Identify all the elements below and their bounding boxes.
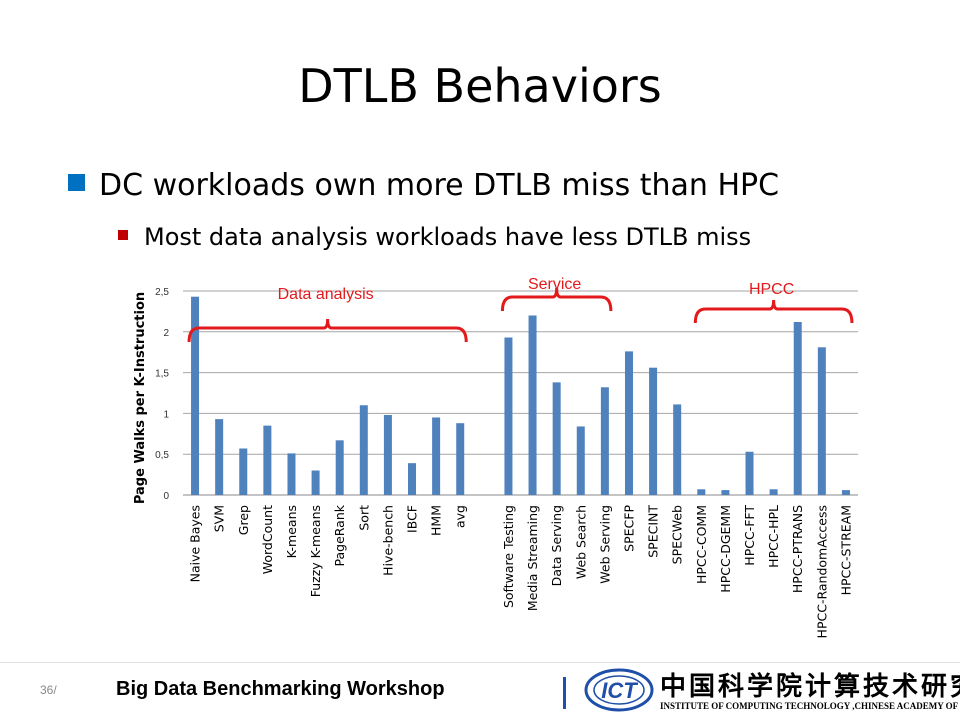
x-tick-label: SPECFP — [621, 505, 636, 552]
x-tick-label: K-means — [284, 505, 299, 558]
org-name-chinese: 中国科学院计算技术研究所 — [660, 672, 960, 702]
bullet-main: DC workloads own more DTLB miss than HPC — [68, 168, 779, 204]
bar — [504, 337, 513, 495]
x-tick-label: HPCC-RandomAccess — [814, 505, 829, 638]
x-tick-label: HPCC-STREAM — [838, 505, 853, 595]
x-tick-label: avg — [453, 505, 468, 528]
x-tick-label: WordCount — [260, 505, 275, 574]
bullet-sub-text: Most data analysis workloads have less D… — [144, 223, 752, 251]
bar — [359, 405, 368, 495]
bar — [552, 382, 561, 495]
bar — [793, 322, 802, 495]
group-label: HPCC — [749, 281, 794, 298]
bar — [335, 440, 344, 495]
group-bracket — [693, 299, 854, 324]
bar — [456, 423, 465, 495]
logo-text: ICT — [601, 678, 638, 703]
bar — [215, 419, 224, 495]
x-tick-label: Fuzzy K-means — [308, 505, 323, 597]
x-tick-label: Hive-bench — [380, 505, 395, 576]
bar — [600, 387, 609, 495]
bar — [239, 448, 248, 495]
x-tick-label: Software Testing — [501, 505, 516, 608]
x-tick-label: Grep — [236, 505, 251, 535]
x-tick-label: Web Serving — [597, 505, 612, 584]
bullet-main-text: DC workloads own more DTLB miss than HPC — [99, 168, 780, 203]
y-tick-label: 2 — [163, 328, 169, 339]
x-tick-label: SVM — [212, 505, 227, 532]
bullet-square-icon — [68, 174, 85, 191]
footer-workshop-title: Big Data Benchmarking Workshop — [116, 678, 445, 700]
x-tick-label: PageRank — [332, 504, 347, 566]
x-tick-label: HMM — [429, 505, 444, 536]
bar — [721, 490, 730, 495]
bar — [191, 296, 200, 495]
group-label: Data analysis — [278, 286, 374, 303]
y-tick-label: 0 — [163, 491, 169, 502]
bar — [576, 426, 585, 495]
y-tick-label: 2,5 — [155, 287, 169, 298]
x-tick-label: IBCF — [405, 505, 420, 533]
ict-logo-icon: ICT — [584, 668, 654, 712]
sub-bullet-square-icon — [118, 230, 128, 240]
org-name-english: INSTITUTE OF COMPUTING TECHNOLOGY ,CHINE… — [660, 701, 960, 711]
bar — [408, 463, 417, 495]
bar — [263, 425, 272, 495]
x-tick-label: Sort — [356, 505, 371, 531]
x-tick-label: HPCC-FFT — [742, 505, 757, 566]
page-number: 36/ — [40, 683, 57, 697]
group-bracket — [500, 287, 613, 312]
x-tick-label: Web Search — [573, 505, 588, 579]
x-tick-label: HPCC-COMM — [694, 505, 709, 584]
bullet-sub: Most data analysis workloads have less D… — [118, 222, 751, 252]
bar — [841, 490, 850, 495]
y-tick-label: 1,5 — [155, 369, 169, 380]
x-tick-label: HPCC-PTRANS — [790, 505, 805, 593]
bar — [383, 415, 392, 495]
x-tick-label: Data Serving — [549, 505, 564, 586]
x-tick-label: Naive Bayes — [188, 505, 203, 582]
group-label: Service — [528, 276, 581, 293]
bar — [624, 351, 633, 495]
bar — [673, 404, 682, 495]
bar — [287, 453, 296, 495]
y-tick-label: 1 — [163, 409, 169, 420]
bar — [649, 367, 658, 495]
bar — [769, 489, 778, 495]
x-tick-label: HPCC-DGEMM — [718, 505, 733, 593]
x-tick-label: SPECWeb — [670, 505, 685, 564]
footer-separator-bar — [563, 677, 566, 709]
bar — [745, 451, 754, 495]
group-bracket — [187, 318, 468, 343]
bar — [311, 470, 320, 495]
bar — [697, 489, 706, 495]
y-tick-label: 0,5 — [155, 450, 169, 461]
x-tick-label: Media Streaming — [525, 505, 540, 611]
y-axis-label: Page Walks per K-Instruction — [133, 292, 148, 504]
bar — [432, 417, 441, 495]
x-tick-label: HPCC-HPL — [766, 505, 781, 568]
slide-title: DTLB Behaviors — [298, 59, 662, 113]
bar — [817, 347, 826, 495]
footer-divider — [0, 662, 960, 663]
x-tick-label: SPECINT — [646, 505, 661, 558]
bar — [528, 315, 537, 495]
